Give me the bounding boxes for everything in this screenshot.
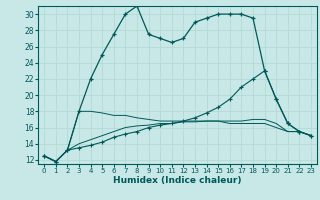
X-axis label: Humidex (Indice chaleur): Humidex (Indice chaleur)	[113, 176, 242, 185]
